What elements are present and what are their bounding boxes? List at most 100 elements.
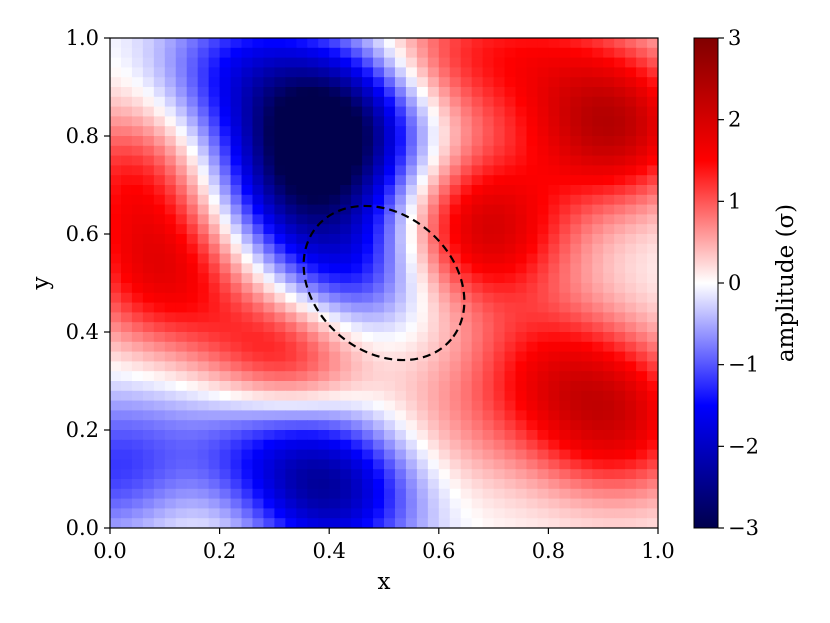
heatmap-cell [471, 106, 484, 117]
heatmap-cell [493, 302, 506, 313]
heatmap-cell [482, 361, 495, 372]
heatmap-cell [120, 283, 133, 294]
heatmap-cell [362, 136, 374, 147]
heatmap-cell [515, 410, 528, 421]
heatmap-cell [153, 351, 166, 362]
heatmap-cell [603, 283, 615, 294]
heatmap-cell [296, 87, 308, 98]
heatmap-cell [625, 224, 637, 235]
y-tick-label: 0.2 [66, 418, 99, 442]
heatmap-cell [120, 155, 133, 166]
heatmap-cell [373, 145, 385, 157]
heatmap-cell [263, 185, 275, 196]
heatmap-cell [318, 439, 330, 451]
heatmap-cell [307, 194, 319, 206]
heatmap-cell [197, 469, 210, 480]
heatmap-cell [296, 469, 308, 480]
heatmap-cell [307, 283, 319, 294]
heatmap-cell [307, 420, 319, 431]
heatmap-cell [526, 459, 539, 470]
heatmap-cell [285, 400, 297, 411]
heatmap-cell [329, 155, 341, 166]
heatmap-cell [493, 371, 506, 382]
heatmap-cell [186, 273, 199, 284]
heatmap-cell [537, 371, 549, 382]
heatmap-cell [504, 371, 517, 382]
heatmap-cell [548, 155, 560, 166]
heatmap-cell [384, 518, 396, 528]
heatmap-cell [285, 508, 297, 519]
heatmap-cell [460, 263, 473, 274]
heatmap-cell [110, 106, 122, 117]
heatmap-cell [285, 351, 297, 362]
heatmap-cell [559, 175, 571, 186]
heatmap-cell [263, 430, 275, 441]
heatmap-cell [241, 155, 254, 166]
heatmap-cell [449, 224, 462, 235]
heatmap-cell [625, 126, 637, 137]
heatmap-cell [482, 518, 495, 528]
heatmap-cell [570, 439, 582, 451]
heatmap-cell [197, 430, 210, 441]
heatmap-cell [384, 381, 396, 392]
heatmap-cell [647, 312, 658, 323]
heatmap-cell [449, 322, 462, 333]
heatmap-cell [274, 410, 286, 421]
heatmap-cell [603, 381, 615, 392]
heatmap-cell [142, 224, 155, 235]
heatmap-cell [570, 410, 582, 421]
heatmap-cell [373, 175, 385, 186]
heatmap-cell [340, 312, 352, 323]
heatmap-cell [274, 371, 286, 382]
heatmap-cell [296, 302, 308, 313]
heatmap-cell [351, 381, 363, 392]
heatmap-cell [537, 204, 549, 215]
heatmap-cell [559, 283, 571, 294]
heatmap-cell [416, 165, 429, 176]
heatmap-cell [219, 243, 232, 255]
heatmap-cell [537, 312, 549, 323]
heatmap-cell [142, 292, 155, 304]
heatmap-cell [427, 400, 440, 411]
heatmap-cell [427, 420, 440, 431]
heatmap-cell [252, 371, 265, 382]
heatmap-cell [120, 518, 133, 528]
heatmap-cell [186, 194, 199, 206]
heatmap-cell [592, 185, 604, 196]
heatmap-cell [318, 469, 330, 480]
heatmap-cell [647, 518, 658, 528]
heatmap-cell [384, 351, 396, 362]
heatmap-cell [449, 420, 462, 431]
heatmap-cell [603, 145, 615, 157]
heatmap-cell [197, 77, 210, 88]
heatmap-cell [581, 449, 593, 460]
heatmap-cell [592, 410, 604, 421]
heatmap-cell [581, 508, 593, 519]
heatmap-cell [153, 145, 166, 157]
heatmap-cell [394, 498, 407, 509]
heatmap-cell [570, 312, 582, 323]
heatmap-cell [110, 165, 122, 176]
heatmap-cell [285, 126, 297, 137]
heatmap-cell [373, 224, 385, 235]
heatmap-cell [559, 273, 571, 284]
heatmap-cell [603, 488, 615, 500]
heatmap-cell [614, 185, 626, 196]
heatmap-cell [142, 126, 155, 137]
heatmap-cell [241, 145, 254, 157]
heatmap-cell [208, 410, 221, 421]
heatmap-cell [186, 155, 199, 166]
heatmap-cell [219, 234, 232, 245]
heatmap-cell [164, 312, 177, 323]
heatmap-cell [504, 420, 517, 431]
heatmap-cell [142, 234, 155, 245]
heatmap-cell [482, 214, 495, 225]
heatmap-cell [504, 263, 517, 274]
heatmap-cell [438, 400, 451, 411]
heatmap-cell [362, 439, 374, 451]
heatmap-cell [110, 145, 122, 157]
heatmap-cell [581, 410, 593, 421]
heatmap-cell [548, 390, 560, 402]
heatmap-cell [175, 498, 188, 509]
heatmap-cell [230, 263, 243, 274]
